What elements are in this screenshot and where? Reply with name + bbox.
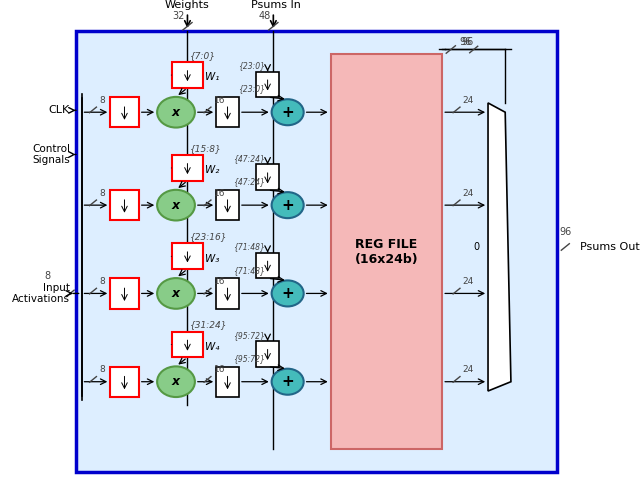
Bar xyxy=(216,367,239,397)
Text: {31:24}: {31:24} xyxy=(190,320,228,329)
Bar xyxy=(331,54,442,449)
Text: W₄: W₄ xyxy=(205,342,220,352)
Text: 24: 24 xyxy=(463,189,474,198)
Text: REG FILE
(16x24b): REG FILE (16x24b) xyxy=(355,238,418,266)
Text: Input
Activations: Input Activations xyxy=(12,283,70,304)
Text: {71:48}: {71:48} xyxy=(233,242,265,251)
Text: {95:72}: {95:72} xyxy=(233,354,265,363)
Bar xyxy=(172,332,203,357)
Text: 96: 96 xyxy=(559,227,572,237)
Text: x: x xyxy=(172,287,180,300)
Text: W₃: W₃ xyxy=(205,254,220,264)
Text: {7:0}: {7:0} xyxy=(190,51,216,60)
Bar xyxy=(256,253,279,278)
Bar xyxy=(256,165,279,190)
Bar xyxy=(216,190,239,220)
Text: 0: 0 xyxy=(474,242,479,252)
Text: CLK: CLK xyxy=(49,105,70,115)
Text: 16: 16 xyxy=(214,277,225,286)
Bar xyxy=(256,71,279,97)
Text: 16: 16 xyxy=(214,96,225,105)
Text: 96: 96 xyxy=(459,37,471,47)
Circle shape xyxy=(271,281,303,306)
Text: {47:24}: {47:24} xyxy=(233,177,265,186)
Text: +: + xyxy=(281,198,294,213)
Text: {47:24}: {47:24} xyxy=(233,154,265,163)
Text: 8: 8 xyxy=(99,277,105,286)
Text: 8: 8 xyxy=(99,365,105,374)
Text: {95:72}: {95:72} xyxy=(233,331,265,340)
FancyBboxPatch shape xyxy=(76,31,557,472)
Text: +: + xyxy=(281,374,294,389)
Circle shape xyxy=(157,190,195,220)
Text: 16: 16 xyxy=(214,189,225,198)
Circle shape xyxy=(271,369,303,395)
Text: {23:16}: {23:16} xyxy=(190,232,228,241)
Bar xyxy=(216,97,239,128)
Circle shape xyxy=(271,99,303,125)
Text: +: + xyxy=(281,105,294,120)
Text: 8: 8 xyxy=(99,189,105,198)
Text: x: x xyxy=(172,106,180,119)
Text: 48: 48 xyxy=(258,11,271,21)
Text: {15:8}: {15:8} xyxy=(190,144,222,153)
Bar xyxy=(216,278,239,309)
Text: W₁: W₁ xyxy=(205,72,220,83)
Bar xyxy=(110,97,139,128)
Bar xyxy=(110,367,139,397)
Text: Control
Signals: Control Signals xyxy=(32,144,70,165)
Bar xyxy=(172,62,203,88)
Text: 16: 16 xyxy=(214,365,225,374)
Text: 24: 24 xyxy=(463,365,474,374)
Text: 32: 32 xyxy=(172,11,184,21)
Text: Psums Out: Psums Out xyxy=(580,242,639,252)
Circle shape xyxy=(157,367,195,397)
Text: 8: 8 xyxy=(99,96,105,105)
Text: {23:0}: {23:0} xyxy=(237,61,265,70)
Text: {71:48}: {71:48} xyxy=(233,266,265,275)
Text: 24: 24 xyxy=(463,96,474,105)
Text: x: x xyxy=(172,199,180,212)
Bar xyxy=(172,155,203,181)
Text: 96: 96 xyxy=(462,37,474,47)
Circle shape xyxy=(157,97,195,128)
Text: {23:0}: {23:0} xyxy=(237,85,265,94)
Text: 24: 24 xyxy=(463,277,474,286)
Bar xyxy=(256,341,279,367)
Text: W₂: W₂ xyxy=(205,165,220,175)
Text: +: + xyxy=(281,286,294,301)
Bar xyxy=(172,243,203,269)
Text: Weights: Weights xyxy=(165,0,210,10)
Bar xyxy=(110,278,139,309)
Polygon shape xyxy=(488,103,511,391)
Text: Psums In: Psums In xyxy=(252,0,301,10)
Circle shape xyxy=(271,192,303,218)
Text: x: x xyxy=(172,375,180,388)
Text: 8: 8 xyxy=(44,271,50,282)
Bar xyxy=(110,190,139,220)
Circle shape xyxy=(157,278,195,309)
